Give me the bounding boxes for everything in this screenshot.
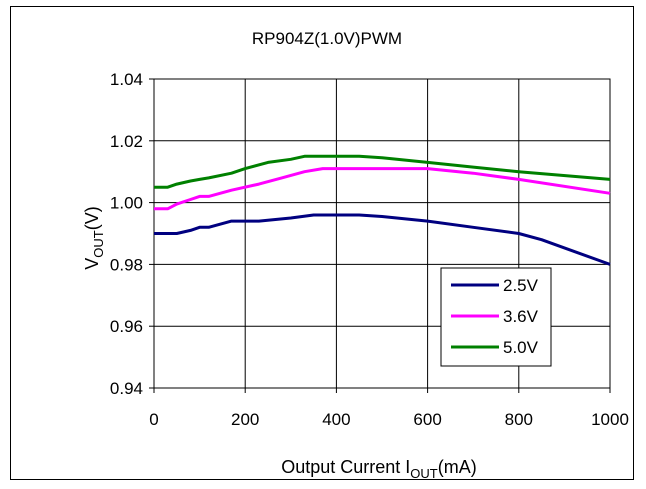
y-tick-label: 1.00 (110, 194, 143, 213)
x-axis-label-sub: OUT (410, 466, 438, 481)
legend-label: 2.5V (503, 276, 539, 295)
x-tick-label: 0 (149, 410, 158, 429)
y-tick-label: 0.94 (110, 379, 143, 398)
y-tick-label: 0.96 (110, 317, 143, 336)
y-axis-label: VOUT(V) (82, 206, 106, 269)
y-axis-label-sub: OUT (91, 230, 106, 258)
y-tick-label: 1.02 (110, 132, 143, 151)
y-axis-label-tail: (V) (82, 206, 102, 230)
y-tick-label: 0.98 (110, 255, 143, 274)
x-axis-label-main: Output Current I (281, 457, 410, 477)
series-line-5-0v (154, 154, 611, 189)
x-tick-label: 800 (505, 410, 533, 429)
x-tick-label: 1000 (591, 410, 629, 429)
y-axis-label-main: V (82, 258, 102, 270)
legend-label: 5.0V (503, 338, 539, 357)
x-axis-label: Output Current IOUT(mA) (281, 457, 477, 481)
x-tick-label: 200 (231, 410, 259, 429)
chart-title: RP904Z(1.0V)PWM (252, 29, 402, 48)
y-tick-label: 1.04 (110, 70, 143, 89)
series-line-3-6v (154, 167, 611, 211)
x-tick-label: 400 (322, 410, 350, 429)
legend-label: 3.6V (503, 307, 539, 326)
x-tick-label: 600 (413, 410, 441, 429)
plot-area: 0 200 400 600 800 1000 0.94 0.96 0.98 1.00 1.02 1.0… (110, 70, 629, 429)
x-axis-label-tail: (mA) (438, 457, 477, 477)
series-line-2-5v (154, 213, 611, 266)
